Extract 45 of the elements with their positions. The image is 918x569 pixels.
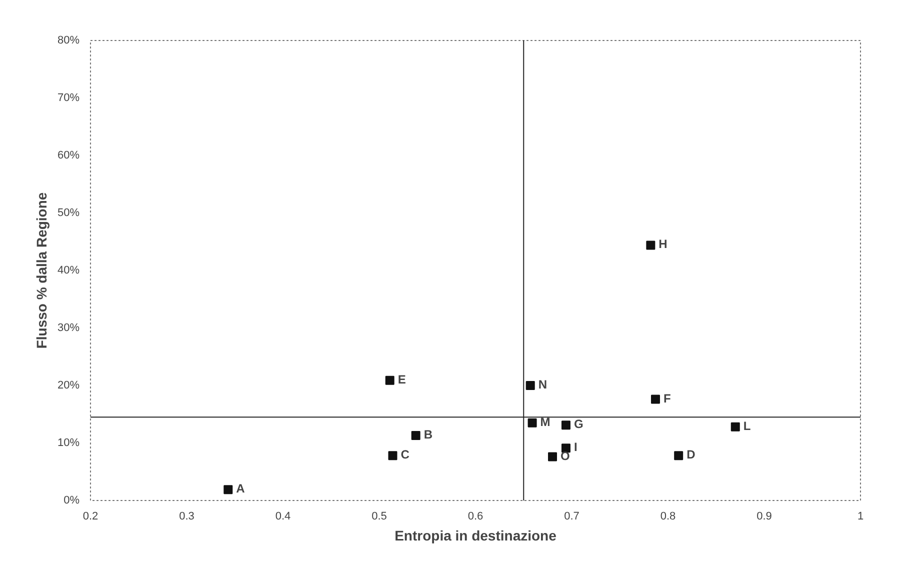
- y-tick-label: 20%: [57, 380, 80, 392]
- x-tick-label: 0.5: [372, 510, 387, 522]
- annotation: E: [398, 372, 406, 386]
- annotation: M: [540, 414, 550, 429]
- y-axis-title: Flusso % dalla Regione: [33, 192, 50, 349]
- x-tick-label: 0.8: [660, 510, 676, 522]
- x-tick-label: 0.6: [468, 510, 484, 522]
- x-tick-label: 1: [857, 510, 864, 522]
- annotation: L: [743, 418, 751, 433]
- point: [730, 422, 740, 432]
- annotation: N: [538, 378, 548, 392]
- annotation: I: [574, 440, 578, 454]
- annotation: H: [658, 237, 668, 252]
- y-tick-label: 80%: [57, 34, 80, 46]
- y-tick-label: 30%: [57, 322, 80, 334]
- point: [411, 431, 420, 440]
- point: [224, 485, 233, 494]
- x-tick-label: 0.4: [275, 510, 291, 522]
- annotation: O: [560, 448, 570, 463]
- x-tick-label: 0.9: [756, 510, 772, 522]
- x-axis-title: Entropia in destinazione: [394, 528, 557, 544]
- y-tick-label: 70%: [57, 92, 80, 104]
- point: [561, 420, 570, 430]
- annotation: F: [663, 391, 671, 406]
- point: [385, 376, 394, 385]
- point: [388, 451, 398, 460]
- point: [526, 381, 535, 390]
- y-tick-label: 50%: [57, 207, 80, 219]
- annotation: D: [686, 448, 696, 462]
- annotation: C: [400, 448, 410, 462]
- annotation: G: [574, 417, 584, 432]
- y-tick-label: 40%: [57, 264, 80, 276]
- point: [646, 240, 656, 250]
- point: [548, 452, 557, 462]
- x-tick-label: 0.3: [179, 510, 194, 522]
- annotation: B: [424, 428, 433, 442]
- annotation: A: [236, 482, 246, 496]
- x-tick-label: 0.2: [82, 510, 98, 522]
- y-tick-label: 0%: [64, 494, 80, 506]
- point: [674, 451, 684, 460]
- point: [528, 418, 537, 428]
- y-tick-label: 10%: [57, 437, 80, 449]
- x-tick-label: 0.7: [564, 510, 580, 522]
- y-tick-label: 60%: [57, 150, 80, 162]
- point: [650, 394, 660, 404]
